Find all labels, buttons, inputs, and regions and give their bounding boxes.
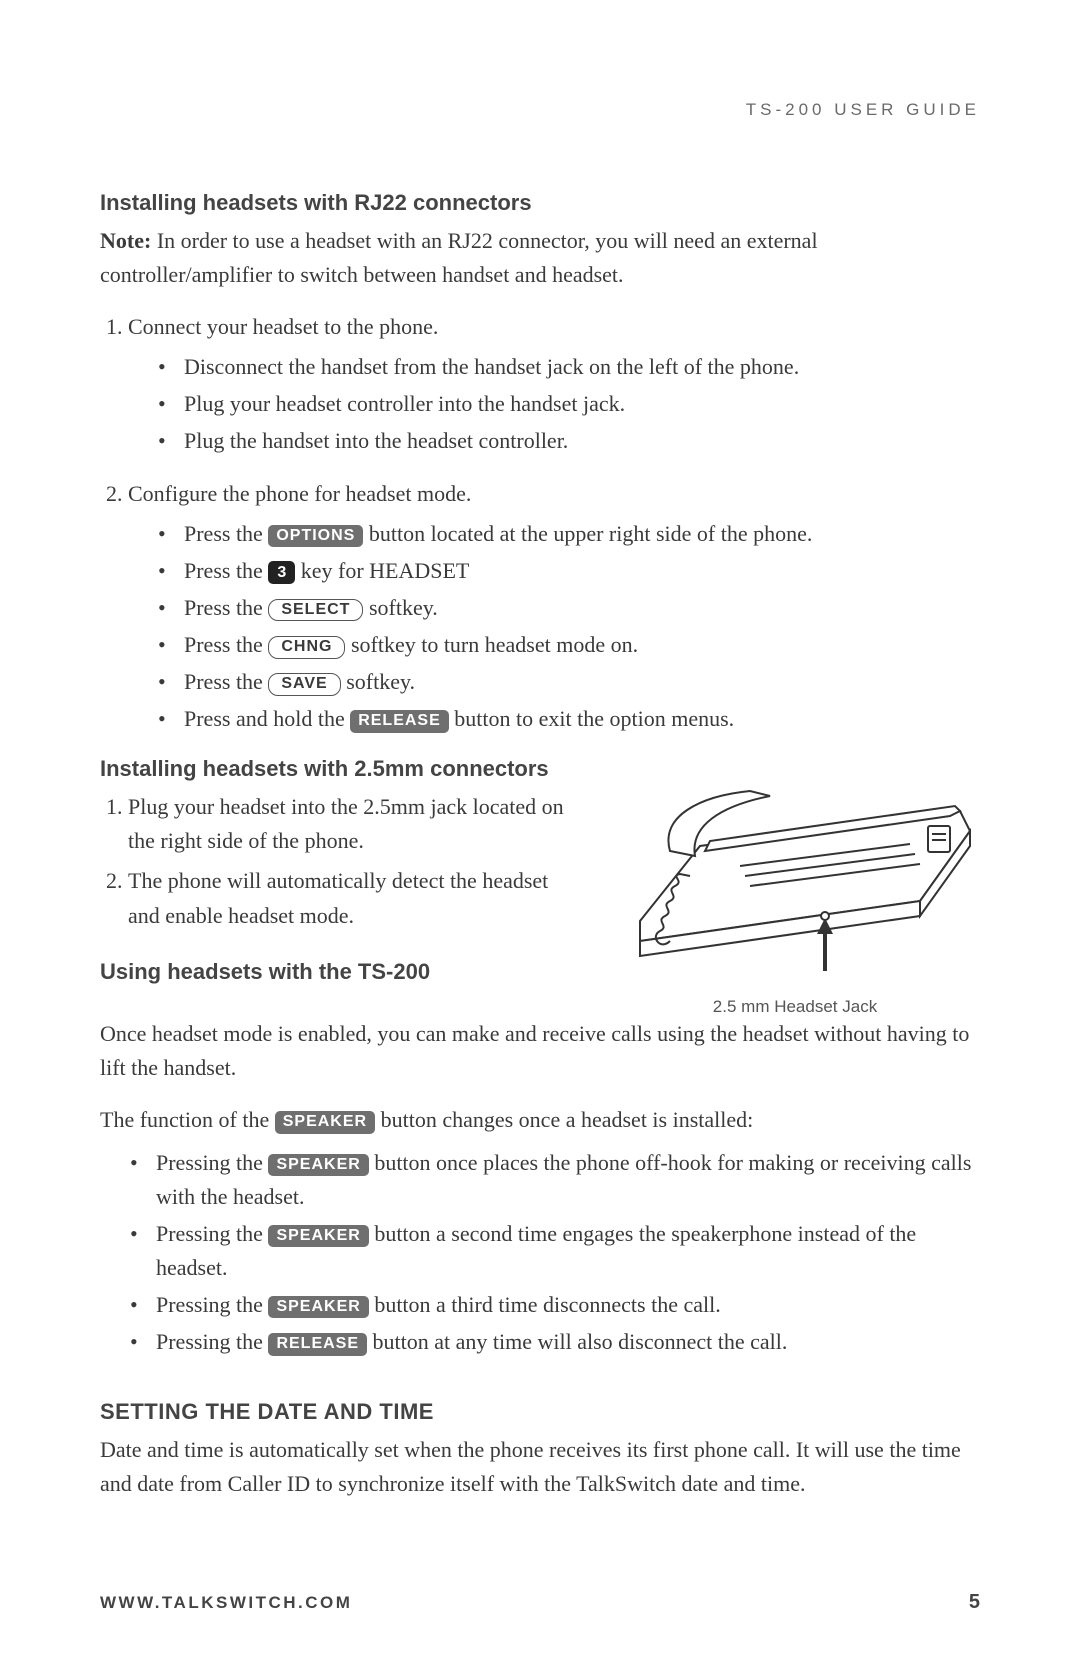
list-item: Pressing the SPEAKER button once places … (156, 1146, 980, 1214)
phone-svg-icon (610, 756, 980, 986)
options-button-label: OPTIONS (268, 525, 363, 548)
speaker-button-label: SPEAKER (268, 1225, 368, 1248)
using-para2: The function of the SPEAKER button chang… (100, 1103, 980, 1137)
text: button located at the upper right side o… (363, 521, 812, 546)
select-softkey-label: SELECT (268, 599, 363, 622)
rj22-step2: Configure the phone for headset mode. Pr… (128, 477, 980, 737)
list-item: Press the OPTIONS button located at the … (184, 517, 980, 551)
header-guide-title: TS-200 USER GUIDE (100, 100, 980, 120)
text: button a third time disconnects the call… (369, 1292, 721, 1317)
heading-using: Using headsets with the TS-200 (100, 959, 580, 985)
text: button at any time will also disconnect … (367, 1329, 787, 1354)
text: Press the (184, 669, 268, 694)
save-softkey-label: SAVE (268, 673, 340, 696)
list-item: Pressing the SPEAKER button a third time… (156, 1288, 980, 1322)
text: softkey to turn headset mode on. (345, 632, 638, 657)
phone-illustration: 2.5 mm Headset Jack (610, 756, 980, 1017)
list-item: Press the 3 key for HEADSET (184, 554, 980, 588)
list-item: Pressing the SPEAKER button a second tim… (156, 1217, 980, 1285)
rj22-step1: Connect your headset to the phone. Disco… (128, 310, 980, 458)
list-item: Pressing the RELEASE button at any time … (156, 1325, 980, 1359)
text: Press the (184, 558, 268, 583)
rj22-step2-text: Configure the phone for headset mode. (128, 481, 471, 506)
figure-caption: 2.5 mm Headset Jack (610, 997, 980, 1017)
release-button-label: RELEASE (268, 1333, 367, 1356)
key-3-label: 3 (268, 561, 295, 585)
text: Pressing the (156, 1221, 268, 1246)
list-item: Plug the handset into the headset contro… (184, 424, 980, 458)
heading-25mm: Installing headsets with 2.5mm connector… (100, 756, 580, 782)
text: Pressing the (156, 1292, 268, 1317)
mm25-step2: The phone will automatically detect the … (128, 864, 580, 932)
datetime-body: Date and time is automatically set when … (100, 1433, 980, 1501)
page-number: 5 (969, 1591, 980, 1614)
text: The function of the (100, 1107, 275, 1132)
speaker-button-label: SPEAKER (268, 1154, 368, 1177)
speaker-button-label: SPEAKER (268, 1296, 368, 1319)
text: button changes once a headset is install… (375, 1107, 753, 1132)
text: Pressing the (156, 1150, 268, 1175)
note-label: Note: (100, 228, 151, 253)
text: Press and hold the (184, 706, 350, 731)
list-item: Disconnect the handset from the handset … (184, 350, 980, 384)
list-item: Press the SELECT softkey. (184, 591, 980, 625)
list-item: Press the SAVE softkey. (184, 665, 980, 699)
mm25-step1: Plug your headset into the 2.5mm jack lo… (128, 790, 580, 858)
text: Pressing the (156, 1329, 268, 1354)
footer-url: WWW.TALKSWITCH.COM (100, 1593, 352, 1613)
using-para1: Once headset mode is enabled, you can ma… (100, 1017, 980, 1085)
list-item: Plug your headset controller into the ha… (184, 387, 980, 421)
heading-rj22: Installing headsets with RJ22 connectors (100, 190, 980, 216)
text: Press the (184, 632, 268, 657)
heading-datetime: SETTING THE DATE AND TIME (100, 1399, 980, 1425)
speaker-button-label: SPEAKER (275, 1111, 375, 1134)
text: button to exit the option menus. (449, 706, 734, 731)
text: key for HEADSET (295, 558, 469, 583)
list-item: Press and hold the RELEASE button to exi… (184, 702, 980, 736)
chng-softkey-label: CHNG (268, 636, 345, 659)
text: Press the (184, 521, 268, 546)
rj22-note: Note: In order to use a headset with an … (100, 224, 980, 292)
text: softkey. (363, 595, 437, 620)
rj22-step1-text: Connect your headset to the phone. (128, 314, 438, 339)
note-body: In order to use a headset with an RJ22 c… (100, 228, 818, 287)
text: Press the (184, 595, 268, 620)
text: softkey. (341, 669, 415, 694)
list-item: Press the CHNG softkey to turn headset m… (184, 628, 980, 662)
release-button-label: RELEASE (350, 710, 449, 733)
